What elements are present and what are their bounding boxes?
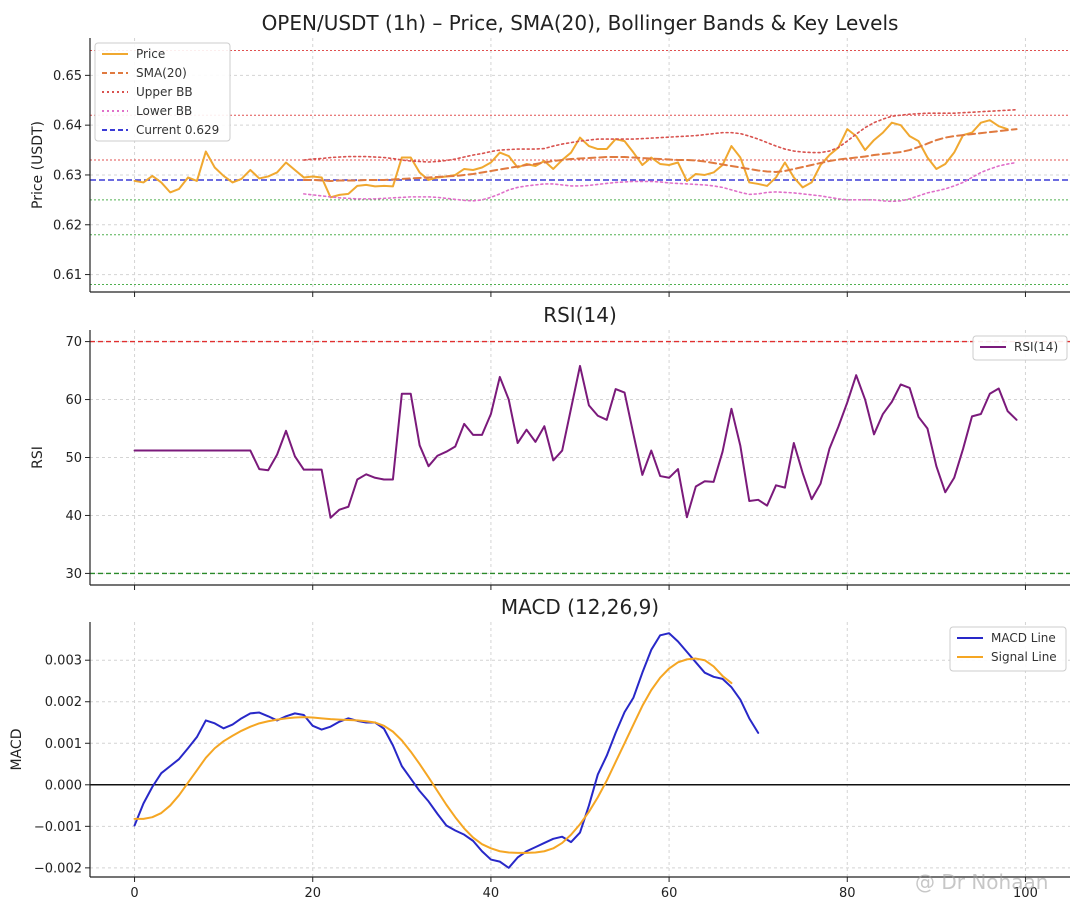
y-axis-label: RSI bbox=[30, 446, 46, 469]
y-tick-label: −0.002 bbox=[34, 861, 82, 876]
signal-line-series-line bbox=[133, 657, 733, 854]
legend: MACD Line Signal Line bbox=[949, 626, 1067, 672]
y-tick-label: 0.62 bbox=[53, 218, 82, 233]
price-panel: OPEN/USDT (1h) – Price, SMA(20), Bolling… bbox=[30, 11, 1070, 297]
y-tick-label: 0.002 bbox=[45, 695, 82, 710]
upper-bb-series-line bbox=[303, 108, 1018, 163]
y-tick-label: 0.000 bbox=[45, 778, 82, 793]
macd-line-series-line bbox=[133, 632, 760, 869]
legend-label: Current 0.629 bbox=[136, 123, 219, 137]
y-tick-label: 30 bbox=[65, 567, 82, 582]
plot-area bbox=[90, 49, 1070, 286]
x-tick-label: 100 bbox=[1013, 886, 1038, 901]
sma-20-series-line bbox=[302, 128, 1018, 182]
lower-bb-series-line bbox=[303, 161, 1018, 203]
y-axis-label: Price (USDT) bbox=[30, 121, 46, 209]
plot-area bbox=[90, 340, 1070, 575]
y-tick-label: 0.65 bbox=[53, 69, 82, 84]
y-tick-label: 50 bbox=[65, 451, 82, 466]
price-series-line bbox=[133, 119, 1009, 199]
y-tick-label: 40 bbox=[65, 509, 82, 524]
x-tick-label: 0 bbox=[130, 886, 138, 901]
legend-label: MACD Line bbox=[991, 631, 1056, 645]
y-axis-label: MACD bbox=[9, 729, 25, 771]
panel-title: OPEN/USDT (1h) – Price, SMA(20), Bolling… bbox=[262, 11, 899, 35]
panel-title: RSI(14) bbox=[543, 303, 617, 327]
rsi-14-series-line bbox=[133, 364, 1018, 519]
legend: Price SMA(20) Upper BB Lower BB Current 0.62… bbox=[94, 42, 231, 142]
y-tick-label: 0.64 bbox=[53, 119, 82, 134]
legend-box bbox=[94, 42, 231, 142]
plot-area bbox=[90, 632, 1070, 869]
x-tick-label: 80 bbox=[839, 886, 856, 901]
legend-label: SMA(20) bbox=[136, 66, 187, 80]
panel-title: MACD (12,26,9) bbox=[501, 595, 659, 619]
legend-label: Price bbox=[136, 47, 165, 61]
legend-label: Lower BB bbox=[136, 104, 192, 118]
legend-box bbox=[972, 335, 1068, 361]
x-tick-label: 60 bbox=[661, 886, 678, 901]
x-tick-label: 40 bbox=[483, 886, 500, 901]
y-tick-label: 0.001 bbox=[45, 737, 82, 752]
rsi-panel: RSI(14) 30 40 50 60 70 RSI RSI(14) bbox=[30, 303, 1070, 590]
y-tick-label: 0.003 bbox=[45, 654, 82, 669]
watermark-text: @ Dr Nohaan bbox=[915, 870, 1048, 894]
y-tick-label: −0.001 bbox=[34, 820, 82, 835]
legend: RSI(14) bbox=[972, 335, 1068, 361]
x-tick-label: 20 bbox=[304, 886, 321, 901]
y-tick-label: 70 bbox=[65, 335, 82, 350]
y-tick-label: 0.63 bbox=[53, 168, 82, 183]
legend-label: Signal Line bbox=[991, 650, 1057, 664]
legend-label: RSI(14) bbox=[1014, 340, 1058, 354]
legend-label: Upper BB bbox=[136, 85, 193, 99]
y-tick-label: 0.61 bbox=[53, 268, 82, 283]
macd-panel: MACD (12,26,9) −0.002 −0.001 0.000 0.001 0.00… bbox=[9, 595, 1070, 901]
y-tick-label: 60 bbox=[65, 393, 82, 408]
